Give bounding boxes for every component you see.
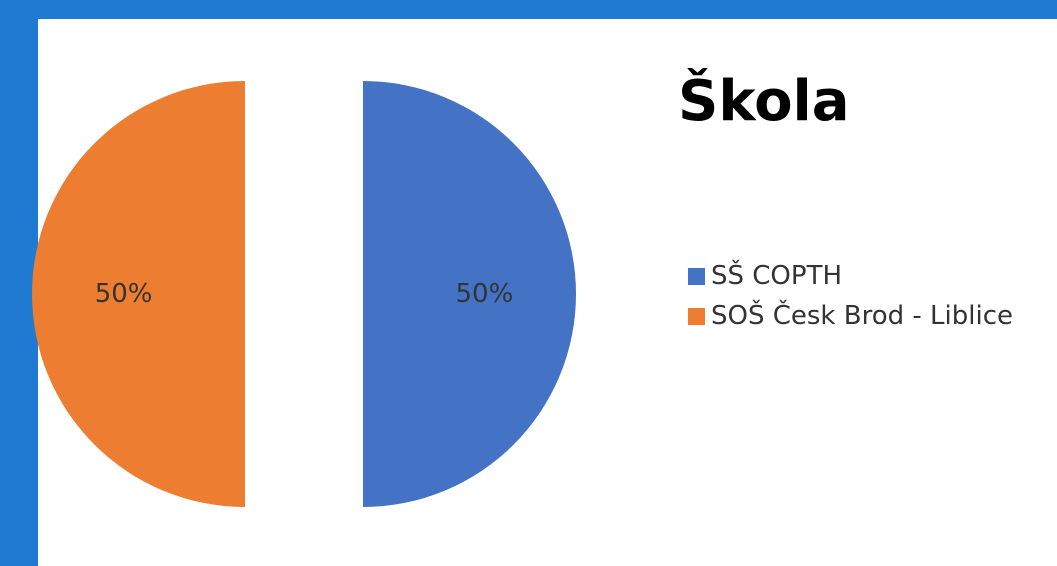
pie-data-label-0: 50% — [456, 279, 514, 309]
pie-data-label-1: 50% — [95, 279, 153, 309]
legend-swatch-ss-copth — [688, 267, 705, 285]
legend-item-ss-copth: SŠ COPTH — [688, 256, 1013, 296]
legend-swatch-sos-cesk-brod — [688, 307, 705, 325]
pie-slice-0 — [363, 81, 576, 507]
chart-title: Škola — [678, 69, 850, 134]
legend-label-ss-copth: SŠ COPTH — [711, 261, 843, 291]
legend-item-sos-cesk-brod: SOŠ Česk Brod - Liblice — [688, 296, 1013, 336]
pie-slice-1 — [32, 81, 245, 507]
legend-label-sos-cesk-brod: SOŠ Česk Brod - Liblice — [711, 301, 1013, 331]
chart-legend: SŠ COPTH SOŠ Česk Brod - Liblice — [688, 256, 1013, 336]
